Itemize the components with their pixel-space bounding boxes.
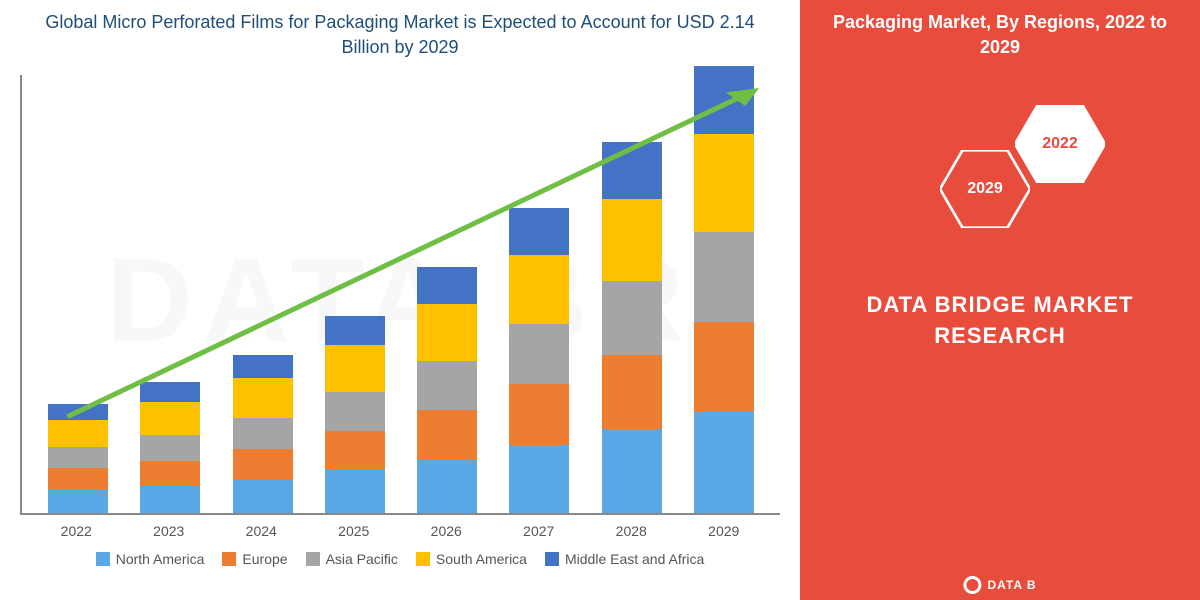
- legend-item: Asia Pacific: [306, 551, 398, 567]
- segment: [509, 445, 569, 513]
- bar-2029: [694, 66, 754, 514]
- logo-circle-icon: [963, 576, 981, 594]
- x-label: 2023: [139, 523, 199, 539]
- legend-item: Europe: [222, 551, 287, 567]
- legend-item: Middle East and Africa: [545, 551, 704, 567]
- x-label: 2026: [416, 523, 476, 539]
- legend-swatch: [416, 552, 430, 566]
- segment: [325, 392, 385, 431]
- hexagon-2022-label: 2022: [1042, 135, 1078, 153]
- legend-label: Europe: [242, 551, 287, 567]
- bar-2024: [233, 355, 293, 513]
- segment: [694, 412, 754, 514]
- segment: [48, 420, 108, 447]
- segment: [694, 322, 754, 412]
- segment: [694, 134, 754, 232]
- segment: [140, 486, 200, 513]
- right-panel: Packaging Market, By Regions, 2022 to 20…: [800, 0, 1200, 600]
- legend: North America Europe Asia Pacific South Ame…: [20, 551, 780, 567]
- segment: [417, 459, 477, 514]
- x-label: 2029: [694, 523, 754, 539]
- x-label: 2024: [231, 523, 291, 539]
- legend-label: South America: [436, 551, 527, 567]
- segment: [509, 324, 569, 385]
- hexagon-2029-label: 2029: [967, 180, 1003, 198]
- bar-2028: [602, 142, 662, 514]
- segment: [325, 431, 385, 470]
- segment: [48, 447, 108, 469]
- brand-text: DATA BRIDGE MARKET RESEARCH: [820, 290, 1180, 352]
- x-axis-labels: 2022 2023 2024 2025 2026 2027 2028 2029: [20, 515, 780, 539]
- legend-swatch: [96, 552, 110, 566]
- segment: [233, 418, 293, 449]
- segment: [325, 470, 385, 513]
- segment: [140, 402, 200, 435]
- legend-label: Asia Pacific: [326, 551, 398, 567]
- segment: [140, 435, 200, 460]
- x-label: 2025: [324, 523, 384, 539]
- segment: [509, 208, 569, 255]
- segment: [417, 267, 477, 304]
- segment: [140, 382, 200, 402]
- chart-area: [20, 75, 780, 515]
- segment: [325, 345, 385, 392]
- segment: [48, 490, 108, 513]
- brand-line1: DATA BRIDGE MARKET: [820, 290, 1180, 321]
- trend-arrow: [22, 75, 780, 513]
- segment: [417, 304, 477, 361]
- legend-item: South America: [416, 551, 527, 567]
- bar-2026: [417, 267, 477, 513]
- segment: [602, 429, 662, 513]
- segment: [602, 281, 662, 355]
- segment: [694, 66, 754, 134]
- segment: [48, 468, 108, 490]
- chart-panel: DATA BR Global Micro Perforated Films fo…: [0, 0, 800, 600]
- segment: [602, 142, 662, 199]
- bar-2022: [48, 404, 108, 513]
- segment: [602, 199, 662, 281]
- footer-logo-text: DATA B: [987, 578, 1036, 592]
- brand-line2: RESEARCH: [820, 321, 1180, 352]
- bar-2027: [509, 208, 569, 513]
- segment: [602, 355, 662, 429]
- x-label: 2028: [601, 523, 661, 539]
- segment: [694, 232, 754, 322]
- bar-2023: [140, 382, 200, 513]
- hexagon-group: 2022 2029: [820, 60, 1180, 280]
- segment: [48, 404, 108, 420]
- hexagon-2029: 2029: [940, 150, 1030, 228]
- segment: [140, 461, 200, 486]
- legend-swatch: [545, 552, 559, 566]
- x-label: 2027: [509, 523, 569, 539]
- x-label: 2022: [46, 523, 106, 539]
- segment: [233, 480, 293, 513]
- legend-swatch: [222, 552, 236, 566]
- chart-title: Global Micro Perforated Films for Packag…: [20, 10, 780, 60]
- footer-logo: DATA B: [963, 576, 1036, 594]
- segment: [233, 355, 293, 378]
- legend-label: North America: [116, 551, 205, 567]
- segment: [417, 361, 477, 410]
- segment: [509, 384, 569, 445]
- right-title: Packaging Market, By Regions, 2022 to 20…: [820, 10, 1180, 60]
- bar-2025: [325, 316, 385, 513]
- legend-swatch: [306, 552, 320, 566]
- segment: [509, 255, 569, 323]
- segment: [325, 316, 385, 345]
- segment: [233, 449, 293, 480]
- legend-label: Middle East and Africa: [565, 551, 704, 567]
- segment: [417, 410, 477, 459]
- segment: [233, 378, 293, 417]
- legend-item: North America: [96, 551, 205, 567]
